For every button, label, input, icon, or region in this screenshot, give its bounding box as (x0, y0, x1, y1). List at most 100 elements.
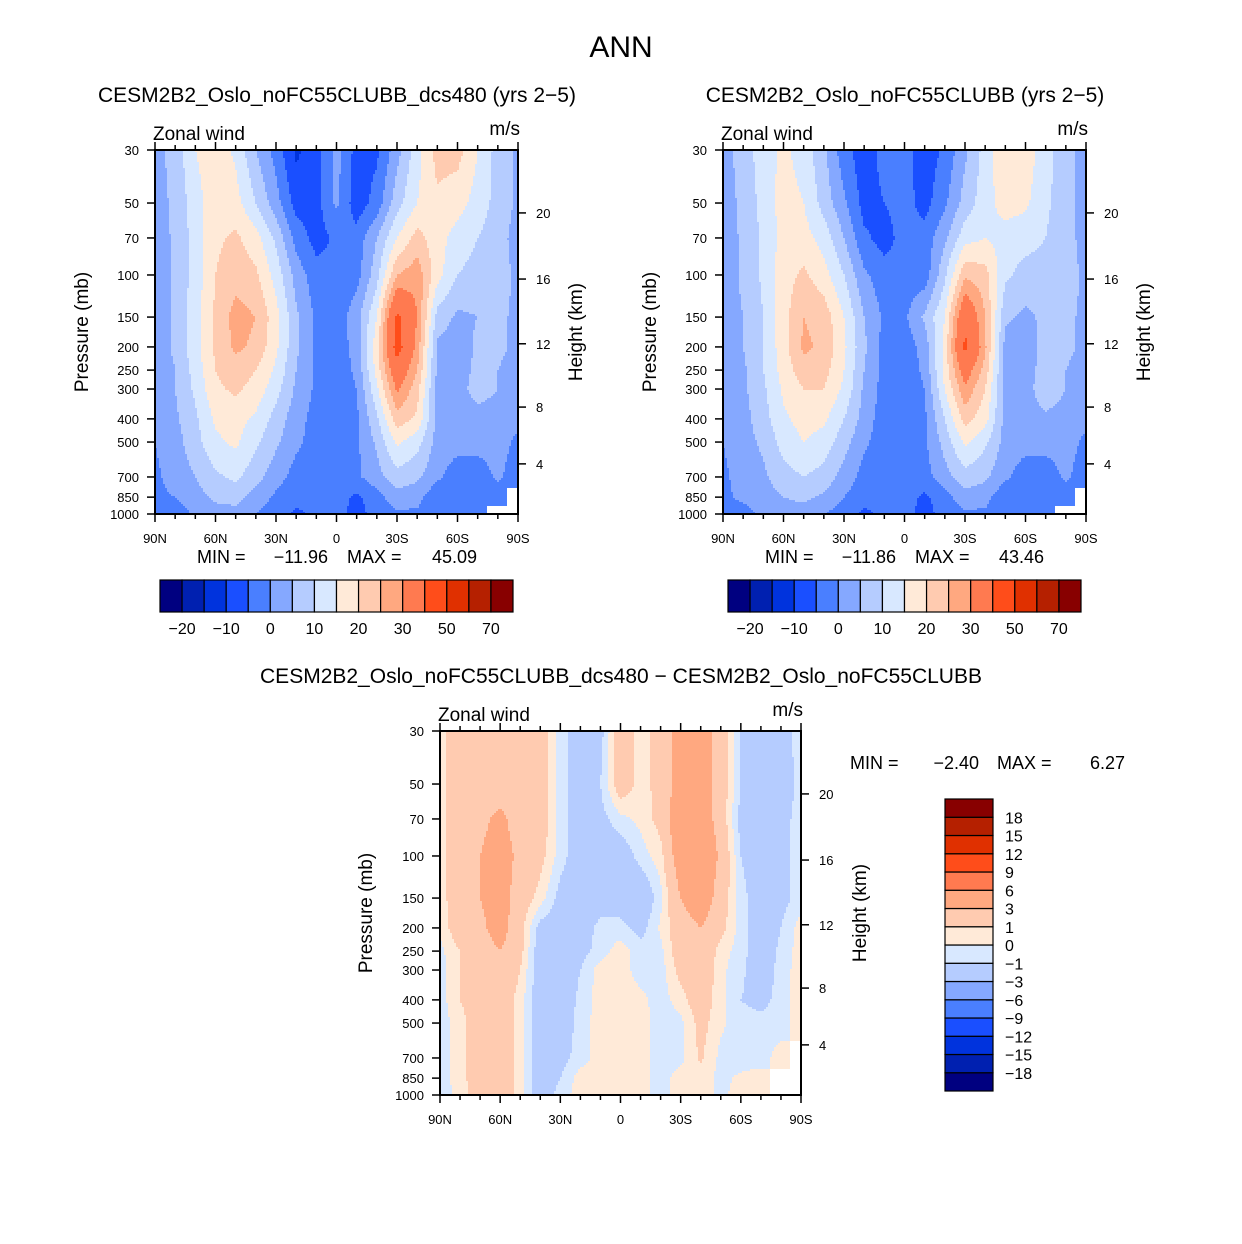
contour-band (507, 318, 518, 321)
contour-band (271, 416, 287, 419)
contour-band (375, 252, 383, 255)
contour-band (943, 254, 951, 257)
contour-band (415, 334, 421, 337)
contour-band (299, 312, 313, 315)
contour-band (473, 178, 491, 181)
contour-band (945, 208, 957, 211)
contour-band (481, 230, 509, 233)
contour-band (837, 154, 853, 157)
contour-band (323, 218, 353, 221)
contour-band (393, 416, 413, 419)
contour-band (209, 402, 259, 405)
contour-band (265, 504, 349, 507)
contour-band (433, 340, 437, 343)
contour-band (155, 152, 165, 155)
contour-band (371, 268, 379, 271)
contour-band (339, 186, 351, 189)
contour-band (827, 154, 837, 157)
contour-band (249, 168, 261, 171)
contour-band (433, 438, 513, 441)
contour-band (155, 384, 175, 387)
contour-band (399, 162, 409, 165)
contour-band (205, 388, 225, 391)
contour-band (321, 164, 333, 167)
contour-band (735, 178, 755, 181)
contour-band (253, 326, 267, 329)
contour-band (423, 274, 431, 277)
contour-band (155, 324, 171, 327)
contour-band (291, 400, 311, 403)
contour-band (963, 248, 995, 251)
contour-band (431, 262, 445, 265)
contour-band (307, 420, 359, 423)
contour-band (213, 332, 231, 335)
contour-band (827, 164, 839, 167)
contour-band (155, 204, 169, 207)
contour-band (375, 366, 379, 369)
contour-band (859, 196, 883, 199)
contour-band (415, 412, 423, 415)
contour-band (281, 202, 291, 205)
contour-band (759, 226, 777, 229)
contour-band (285, 420, 307, 423)
contour-band (155, 178, 167, 181)
contour-band (375, 244, 385, 247)
contour-band (187, 316, 201, 319)
contour-band (759, 264, 775, 267)
contour-band (473, 352, 505, 355)
contour-band (179, 422, 199, 425)
contour-band (805, 206, 819, 209)
contour-band (293, 206, 321, 209)
contour-band (227, 442, 239, 445)
contour-band (265, 428, 283, 431)
contour-band (427, 310, 431, 313)
contour-band (1075, 214, 1086, 217)
contour-band (189, 242, 203, 245)
contour-band (277, 354, 287, 357)
contour-band (171, 286, 189, 289)
contour-band (939, 264, 949, 267)
contour-band (893, 228, 937, 231)
contour-band (293, 396, 311, 399)
contour-band (1077, 252, 1086, 255)
contour-band (307, 416, 359, 419)
contour-band (369, 226, 381, 229)
contour-band (385, 274, 391, 277)
contour-band (183, 434, 201, 437)
contour-band (165, 158, 183, 161)
contour-band (297, 310, 313, 313)
contour-band (379, 390, 385, 393)
contour-band (379, 210, 389, 213)
contour-band (155, 392, 175, 395)
contour-band (841, 172, 855, 175)
contour-band (511, 276, 518, 279)
contour-band (253, 222, 265, 225)
contour-band (833, 240, 845, 243)
contour-band (171, 276, 189, 279)
contour-band (429, 402, 435, 405)
contour-band (389, 280, 395, 283)
contour-band (279, 188, 289, 191)
contour-band (263, 218, 277, 221)
contour-band (385, 272, 391, 275)
contour-band (201, 338, 213, 341)
contour-band (273, 282, 283, 285)
contour-band (775, 182, 797, 185)
contour-band (339, 204, 351, 207)
contour-band (491, 168, 513, 171)
contour-band (261, 282, 273, 285)
contour-band (167, 178, 185, 181)
contour-band (969, 214, 999, 217)
contour-band (809, 222, 827, 225)
contour-band (433, 338, 437, 341)
contour-band (305, 226, 325, 229)
contour-band (353, 216, 359, 219)
contour-band (845, 192, 859, 195)
contour-band (775, 254, 823, 257)
contour-band (361, 318, 369, 321)
contour-band (283, 236, 293, 239)
contour-band (305, 426, 359, 429)
contour-band (509, 242, 518, 245)
contour-band (893, 226, 937, 229)
contour-band (159, 460, 189, 463)
